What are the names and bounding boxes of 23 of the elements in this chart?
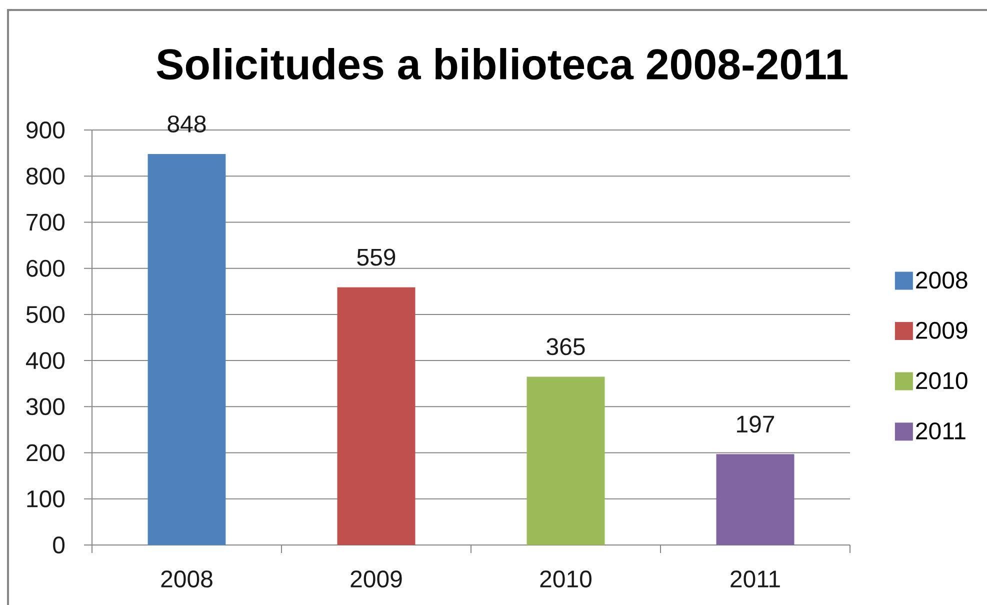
y-tick-label: 800 — [26, 168, 65, 185]
x-tick-label: 2010 — [540, 570, 592, 588]
y-tick-label: 900 — [26, 122, 65, 138]
data-label: 197 — [737, 416, 774, 433]
legend-label: 2008 — [916, 272, 968, 289]
data-label: 848 — [168, 115, 206, 132]
y-tick-label: 400 — [26, 352, 65, 370]
legend-label: 2010 — [916, 372, 968, 390]
legend-label: 2011 — [916, 422, 966, 440]
y-tick-label: 700 — [26, 214, 65, 231]
x-tick-label: 2008 — [161, 570, 212, 588]
x-tick-label: 2011 — [730, 570, 780, 588]
y-tick-label: 100 — [27, 490, 65, 508]
data-label: 365 — [546, 338, 585, 356]
legend-label: 2009 — [916, 322, 968, 339]
data-label: 559 — [357, 248, 396, 266]
y-tick-label: 300 — [26, 398, 65, 416]
chart-title: Solicitudes a biblioteca 2008-2011 — [156, 48, 848, 80]
y-tick-label: 600 — [26, 260, 65, 277]
y-tick-label: 500 — [26, 306, 65, 323]
y-tick-label: 200 — [26, 444, 65, 462]
x-tick-label: 2009 — [350, 570, 402, 588]
y-tick-label: 0 — [53, 536, 65, 554]
